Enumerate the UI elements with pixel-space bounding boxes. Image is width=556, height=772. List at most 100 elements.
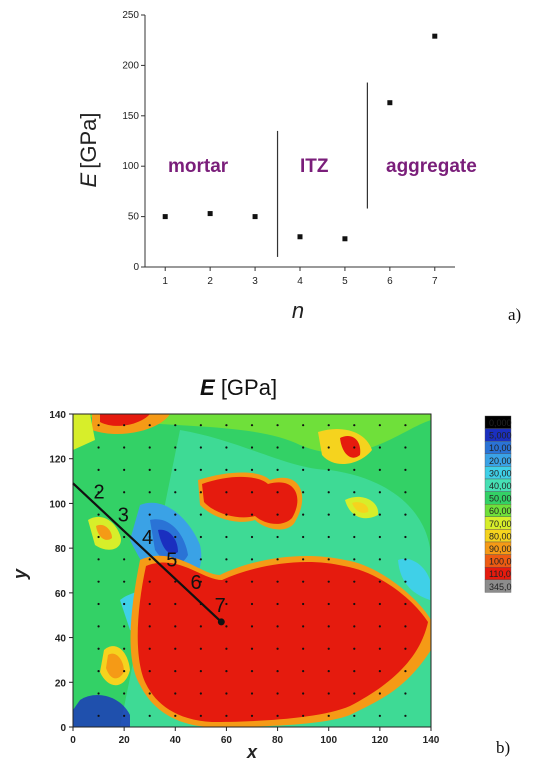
legend-label: 10,00 bbox=[489, 443, 512, 453]
sample-dot bbox=[404, 714, 407, 717]
sample-dot bbox=[174, 580, 177, 583]
legend-label: 70,00 bbox=[489, 519, 512, 529]
sample-dot bbox=[302, 670, 305, 673]
sample-dot bbox=[199, 670, 202, 673]
sample-dot bbox=[123, 424, 126, 427]
y-tick-label: 150 bbox=[122, 111, 139, 122]
sample-dot bbox=[225, 468, 228, 471]
sample-dot bbox=[225, 670, 228, 673]
heatmap-frame bbox=[72, 413, 432, 728]
sample-points bbox=[97, 424, 407, 717]
sample-dot bbox=[123, 446, 126, 449]
y-tick-label: 200 bbox=[122, 60, 139, 71]
sample-dot bbox=[97, 491, 100, 494]
hm-x-tick-label: 60 bbox=[221, 735, 233, 746]
sample-dot bbox=[378, 513, 381, 516]
sample-dot bbox=[404, 625, 407, 628]
sample-dot bbox=[404, 468, 407, 471]
sample-dot bbox=[404, 647, 407, 650]
sample-dot bbox=[250, 625, 254, 628]
sample-dot bbox=[97, 513, 100, 516]
sample-dot bbox=[404, 424, 407, 427]
sample-dot bbox=[199, 446, 202, 449]
path-end-marker bbox=[217, 618, 225, 626]
path-segment bbox=[72, 482, 223, 623]
sample-dot bbox=[148, 692, 151, 695]
y-tick-label: 0 bbox=[133, 262, 139, 273]
sample-dot bbox=[327, 558, 330, 561]
sample-dot bbox=[276, 602, 279, 606]
legend-label: 40,00 bbox=[489, 481, 512, 491]
sample-dot bbox=[378, 468, 381, 471]
region-dividers bbox=[276, 82, 368, 257]
sample-dot bbox=[302, 692, 305, 695]
sample-dot bbox=[276, 647, 279, 650]
hm-x-tick-label: 40 bbox=[170, 735, 182, 746]
sample-dot bbox=[123, 513, 126, 516]
hm-y-tick-label: 100 bbox=[49, 499, 66, 510]
sample-dot bbox=[302, 535, 305, 539]
sample-dot bbox=[174, 714, 177, 717]
hm-x-tick-label: 80 bbox=[272, 735, 284, 746]
sample-dot bbox=[327, 714, 330, 717]
x-tick-label: 2 bbox=[207, 276, 213, 287]
sample-dot bbox=[174, 670, 177, 673]
sample-dot bbox=[327, 491, 330, 494]
sample-dot bbox=[404, 580, 407, 583]
legend-label: 345,0 bbox=[489, 582, 512, 592]
sample-dot bbox=[123, 558, 126, 561]
sample-dot bbox=[97, 625, 100, 628]
sample-dot bbox=[302, 580, 305, 583]
path-label: 3 bbox=[118, 504, 129, 526]
sample-dot bbox=[97, 602, 100, 606]
sample-dot bbox=[97, 647, 100, 650]
sample-dot bbox=[225, 535, 228, 539]
sample-dot bbox=[378, 558, 381, 561]
sample-dot bbox=[353, 468, 356, 471]
sample-dot bbox=[378, 714, 381, 717]
sample-dot bbox=[250, 692, 254, 695]
legend-label: 30,00 bbox=[489, 468, 512, 478]
sample-dot bbox=[404, 558, 407, 561]
sample-dot bbox=[302, 513, 305, 516]
region-label-mortar: mortar bbox=[168, 156, 229, 177]
panel-b-label: b) bbox=[496, 738, 511, 757]
x-tick-label: 3 bbox=[252, 276, 258, 287]
sample-dot bbox=[302, 491, 305, 494]
sample-dot bbox=[327, 670, 330, 673]
sample-dot bbox=[404, 692, 407, 695]
sample-dot bbox=[199, 647, 202, 650]
sample-dot bbox=[327, 468, 330, 471]
path-label: 6 bbox=[190, 572, 201, 594]
hm-x-tick-label: 140 bbox=[423, 735, 440, 746]
sample-dot bbox=[199, 580, 202, 583]
sample-dot bbox=[250, 535, 254, 539]
x-tick-label: 4 bbox=[297, 276, 303, 287]
hm-x-tick-label: 0 bbox=[70, 735, 76, 746]
sample-dot bbox=[148, 446, 151, 449]
sample-dot bbox=[327, 513, 330, 516]
region-label-itz: ITZ bbox=[300, 156, 329, 177]
heatmap-x-title: x bbox=[246, 742, 258, 762]
scatter-point bbox=[252, 214, 258, 220]
sample-dot bbox=[148, 714, 151, 717]
scatter-chart: 0 50 100 150 200 250 1 2 3 4 5 6 7 mortar ITZ aggreg… bbox=[76, 10, 477, 323]
sample-dot bbox=[123, 670, 126, 673]
y-tick-label: 250 bbox=[122, 10, 139, 21]
sample-dot bbox=[123, 625, 126, 628]
region-label-aggregate: aggregate bbox=[386, 156, 477, 177]
sample-dot bbox=[302, 558, 305, 561]
sample-dot bbox=[174, 647, 177, 650]
scatter-point bbox=[432, 33, 438, 39]
legend-label: 0,000 bbox=[489, 418, 512, 428]
sample-dot bbox=[378, 535, 381, 539]
sample-dot bbox=[97, 424, 100, 427]
scatter-point bbox=[342, 236, 348, 242]
sample-dot bbox=[327, 446, 330, 449]
sample-dot bbox=[276, 468, 279, 471]
sample-dot bbox=[250, 670, 254, 673]
legend-label: 50,00 bbox=[489, 494, 512, 504]
sample-dot bbox=[148, 647, 151, 650]
hm-y-tick-label: 140 bbox=[49, 410, 66, 421]
sample-dot bbox=[378, 670, 381, 673]
